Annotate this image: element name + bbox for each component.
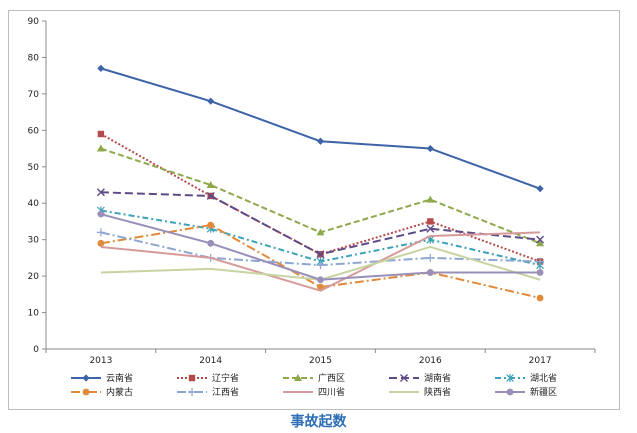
data-point — [426, 269, 434, 276]
x-tick-label: 2017 — [529, 356, 552, 366]
y-tick-label: 30 — [28, 236, 40, 246]
data-point — [536, 239, 545, 247]
y-axis-ticks: 0 10 20 30 40 50 60 70 80 90 — [28, 17, 46, 355]
legend-marker — [506, 374, 514, 382]
legend-item: 广西区 — [283, 372, 345, 384]
data-point — [96, 228, 105, 237]
legend-item: 新疆区 — [495, 386, 557, 398]
data-point — [97, 239, 105, 247]
legend-item: 湖南省 — [389, 372, 451, 384]
x-tick-label: 2014 — [199, 356, 222, 366]
data-point — [536, 269, 544, 276]
data-point — [206, 191, 215, 200]
legend-marker — [82, 374, 90, 382]
legend-label: 新疆区 — [530, 386, 557, 398]
series-line — [100, 191, 541, 256]
legend-marker — [188, 388, 196, 396]
legend-item: 陕西省 — [389, 386, 451, 398]
x-tick-label: 2013 — [89, 356, 112, 366]
x-axis-ticks: 2013 2014 2015 2016 2017 — [45, 349, 596, 366]
legend-item: 辽宁省 — [177, 372, 239, 384]
chart-frame: 0 10 20 30 40 50 60 70 80 90 2013 2014 2015 2016 2017… — [8, 10, 620, 410]
legend-marker — [400, 374, 408, 382]
data-point — [427, 218, 434, 225]
legend-label: 江西省 — [212, 386, 239, 398]
data-point — [316, 228, 325, 236]
data-point — [536, 235, 545, 244]
y-tick-label: 70 — [28, 90, 40, 100]
series-line — [100, 67, 541, 190]
y-tick-label: 50 — [28, 163, 40, 173]
data-point — [96, 144, 105, 152]
chart-caption: 事故起数 — [290, 414, 347, 430]
legend-item: 四川省 — [283, 386, 345, 398]
data-point — [536, 185, 544, 193]
series-3 — [96, 144, 545, 247]
data-point — [426, 144, 434, 153]
series-8 — [100, 231, 541, 292]
legend-item: 云南省 — [71, 372, 133, 384]
chart-axes — [45, 21, 595, 350]
legend-marker — [82, 388, 90, 396]
series-1 — [97, 64, 544, 193]
legend-marker — [506, 388, 514, 396]
data-point — [426, 195, 435, 203]
y-tick-label: 10 — [28, 309, 40, 319]
data-point — [207, 221, 215, 229]
line-chart: 0 10 20 30 40 50 60 70 80 90 2013 2014 2015 2016 2017… — [28, 17, 596, 398]
series-line — [100, 133, 541, 263]
legend-item: 内蒙古 — [71, 386, 133, 398]
data-point — [426, 253, 435, 262]
series-10 — [97, 210, 544, 284]
series-7 — [96, 228, 545, 270]
y-tick-label: 40 — [28, 199, 40, 209]
data-point — [426, 224, 435, 233]
chart-series — [96, 64, 545, 302]
data-point — [206, 181, 215, 188]
legend-marker — [188, 374, 196, 382]
data-point — [207, 97, 215, 105]
x-tick-label: 2015 — [309, 356, 332, 366]
series-line — [100, 224, 541, 299]
legend-item: 湖北省 — [495, 372, 557, 384]
legend-label: 湖南省 — [424, 372, 451, 384]
data-point — [316, 250, 325, 259]
legend-label: 陕西省 — [424, 386, 451, 398]
series-line — [100, 231, 541, 292]
data-point — [316, 261, 325, 270]
series-2 — [97, 130, 544, 265]
data-point — [316, 137, 325, 145]
data-point — [317, 276, 324, 284]
legend-label: 云南省 — [106, 372, 133, 384]
legend-label: 湖北省 — [530, 372, 557, 384]
data-point — [97, 130, 105, 138]
x-tick-label: 2016 — [419, 356, 442, 366]
legend-marker — [294, 374, 302, 381]
y-tick-label: 90 — [28, 17, 40, 27]
series-4 — [96, 188, 545, 259]
data-point — [536, 257, 545, 266]
data-point — [97, 64, 105, 72]
y-tick-label: 60 — [28, 126, 40, 136]
legend-label: 内蒙古 — [106, 386, 133, 398]
legend-label: 广西区 — [318, 372, 345, 384]
data-point — [207, 239, 215, 247]
y-tick-label: 20 — [28, 272, 40, 282]
data-point — [536, 294, 544, 302]
y-tick-label: 80 — [28, 53, 40, 63]
legend-label: 辽宁省 — [212, 372, 239, 384]
y-tick-label: 0 — [33, 345, 39, 355]
legend-label: 四川省 — [318, 386, 345, 398]
data-point — [97, 210, 105, 218]
legend-item: 江西省 — [177, 386, 239, 398]
data-point — [96, 188, 105, 197]
